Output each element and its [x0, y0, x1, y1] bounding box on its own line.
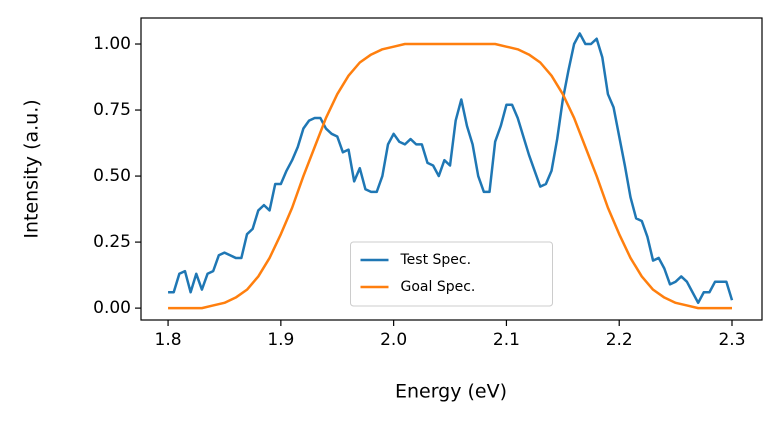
y-tick-label: 0.00 [93, 298, 131, 318]
series-line [168, 32, 734, 305]
y-tick-label: 0.75 [93, 100, 131, 120]
x-tick-label: 2.1 [493, 330, 520, 350]
y-axis-label: Intensity (a.u.) [21, 99, 43, 238]
y-tick-label: 0.25 [93, 232, 131, 252]
x-tick-label: 2.0 [380, 330, 407, 350]
legend-label: Goal Spec. [401, 279, 476, 295]
x-tick-label: 2.2 [606, 330, 633, 350]
legend-box [350, 241, 553, 307]
y-tick-label: 0.50 [93, 166, 131, 186]
x-tick-label: 1.9 [267, 330, 294, 350]
legend-label: Test Spec. [400, 252, 472, 268]
series-line [168, 42, 732, 310]
x-tick-label: 2.3 [718, 330, 745, 350]
plot-frame [140, 17, 763, 321]
y-tick-label: 1.00 [93, 34, 131, 54]
x-tick-label: 1.8 [155, 330, 182, 350]
x-axis-label: Energy (eV) [395, 381, 507, 403]
